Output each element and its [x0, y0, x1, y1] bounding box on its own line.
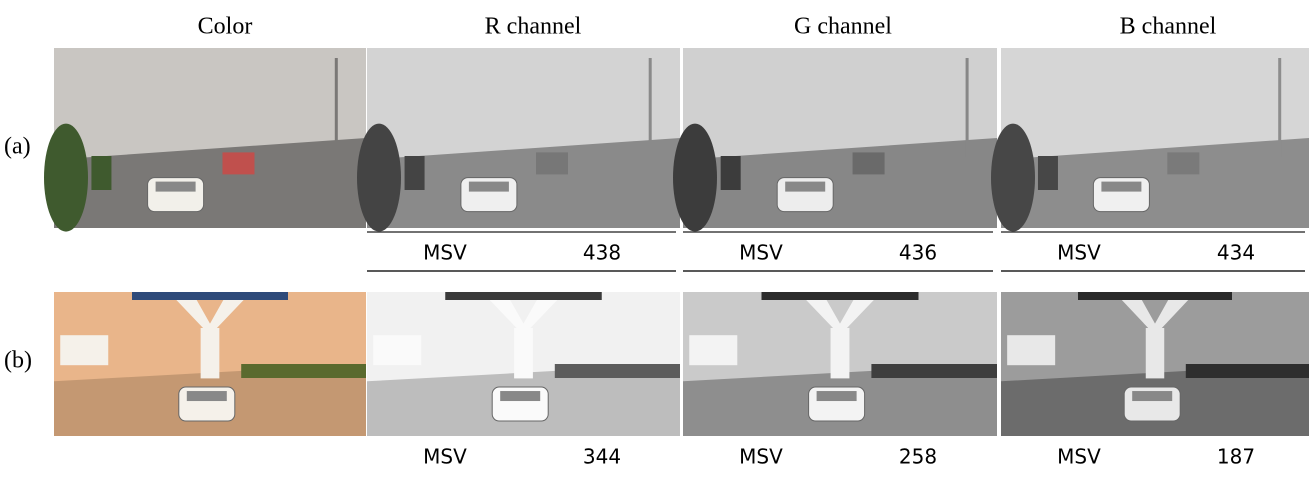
- bushes: [555, 364, 680, 378]
- bus: [222, 152, 254, 174]
- metric-label: MSV: [1057, 445, 1101, 469]
- photo: [54, 292, 366, 436]
- photo: [357, 48, 680, 232]
- sign: [689, 335, 737, 365]
- car-window: [785, 182, 825, 192]
- people: [91, 156, 111, 190]
- billboard: [1078, 292, 1232, 300]
- metric-label: MSV: [423, 241, 467, 265]
- pole: [966, 58, 969, 157]
- billboard-column: [514, 328, 533, 378]
- metric-label: MSV: [739, 241, 783, 265]
- car-window: [817, 391, 857, 401]
- car-window: [1101, 182, 1141, 192]
- row-label: (a): [4, 134, 31, 160]
- photo: [1001, 292, 1309, 436]
- tree: [357, 124, 401, 232]
- metric-value: 438: [583, 241, 621, 265]
- car-window: [156, 182, 196, 192]
- photo: [673, 48, 997, 232]
- bus: [853, 152, 885, 174]
- car-window: [187, 391, 227, 401]
- figure: Color R channel G channel B channel (a) MSV 43…: [0, 0, 1309, 474]
- people: [405, 156, 425, 190]
- metric-label: MSV: [739, 445, 783, 469]
- sign: [373, 335, 421, 365]
- bushes: [241, 364, 366, 378]
- billboard: [445, 292, 602, 300]
- pole: [335, 58, 338, 157]
- pole: [1278, 58, 1281, 157]
- metric-value: 434: [1217, 241, 1255, 265]
- car-window: [1132, 391, 1172, 401]
- column-title: G channel: [794, 14, 892, 40]
- car-window: [500, 391, 540, 401]
- metric-value: 187: [1217, 445, 1255, 469]
- metric-label: MSV: [423, 445, 467, 469]
- tree: [991, 124, 1035, 232]
- column-title: B channel: [1120, 14, 1217, 40]
- people: [721, 156, 741, 190]
- pole: [649, 58, 652, 157]
- photo: [44, 48, 366, 232]
- bus: [536, 152, 568, 174]
- row-label: (b): [4, 348, 32, 374]
- billboard-column: [831, 328, 850, 378]
- people: [1038, 156, 1058, 190]
- sign: [1007, 335, 1055, 365]
- metric-label: MSV: [1057, 241, 1101, 265]
- photo: [367, 292, 680, 436]
- billboard: [762, 292, 919, 300]
- bus: [1167, 152, 1199, 174]
- bushes: [1186, 364, 1309, 378]
- car-window: [469, 182, 509, 192]
- column-title: Color: [198, 14, 253, 40]
- column-title: R channel: [485, 14, 582, 40]
- metric-value: 344: [583, 445, 621, 469]
- billboard-column: [1146, 328, 1164, 378]
- tree: [44, 124, 88, 232]
- bushes: [871, 364, 997, 378]
- billboard-column: [201, 328, 220, 378]
- metric-value: 258: [899, 445, 937, 469]
- metric-value: 436: [899, 241, 937, 265]
- sign: [60, 335, 108, 365]
- photo: [991, 48, 1309, 232]
- photo: [683, 292, 997, 436]
- tree: [673, 124, 717, 232]
- billboard: [132, 292, 288, 300]
